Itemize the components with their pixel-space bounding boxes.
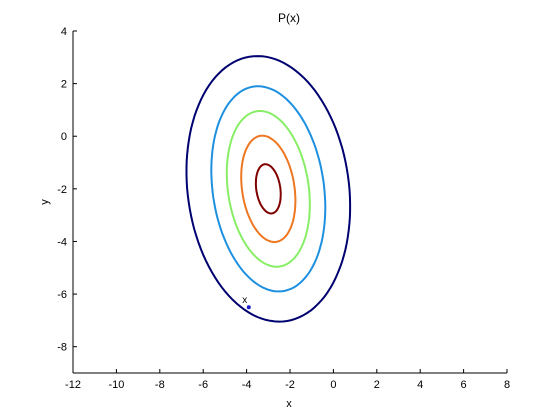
x-tick-label: 2 xyxy=(374,379,380,391)
x-tick-label: 8 xyxy=(504,379,510,391)
x-tick-label: -6 xyxy=(198,379,208,391)
contour-lines xyxy=(185,55,352,323)
x-tick-label: -10 xyxy=(108,379,124,391)
chart-title: P(x) xyxy=(278,11,300,25)
contour-line-3 xyxy=(225,110,311,268)
x-axis-title: x xyxy=(286,398,292,410)
x-ticks: -12 -10 -8 -6 -4 -2 0 2 4 6 8 xyxy=(65,369,510,391)
y-tick-label: 0 xyxy=(61,131,67,143)
y-ticks: -8 -6 -4 -2 0 2 4 xyxy=(57,26,77,354)
sample-point: x xyxy=(242,295,251,310)
x-tick-label: -12 xyxy=(65,379,81,391)
point-label: x xyxy=(242,295,247,306)
x-tick-label: 4 xyxy=(417,379,423,391)
y-tick-label: -2 xyxy=(57,184,67,196)
x-tick-label: -4 xyxy=(242,379,252,391)
contour-line-4 xyxy=(210,85,327,293)
y-tick-label: -4 xyxy=(57,236,67,248)
x-tick-label: 6 xyxy=(461,379,467,391)
x-tick-label: -8 xyxy=(155,379,165,391)
y-tick-label: -6 xyxy=(57,289,67,301)
x-tick-label: -2 xyxy=(285,379,295,391)
y-tick-label: 2 xyxy=(61,79,67,91)
contour-line-2 xyxy=(240,134,297,243)
point-marker xyxy=(246,305,251,310)
contour-line-5 xyxy=(185,55,352,323)
x-tick-label: 0 xyxy=(330,379,336,391)
y-tick-label: 4 xyxy=(61,26,67,38)
contour-line-1 xyxy=(254,163,282,215)
y-axis-title: y xyxy=(39,199,51,205)
y-tick-label: -8 xyxy=(57,342,67,354)
plot-frame xyxy=(73,31,507,373)
